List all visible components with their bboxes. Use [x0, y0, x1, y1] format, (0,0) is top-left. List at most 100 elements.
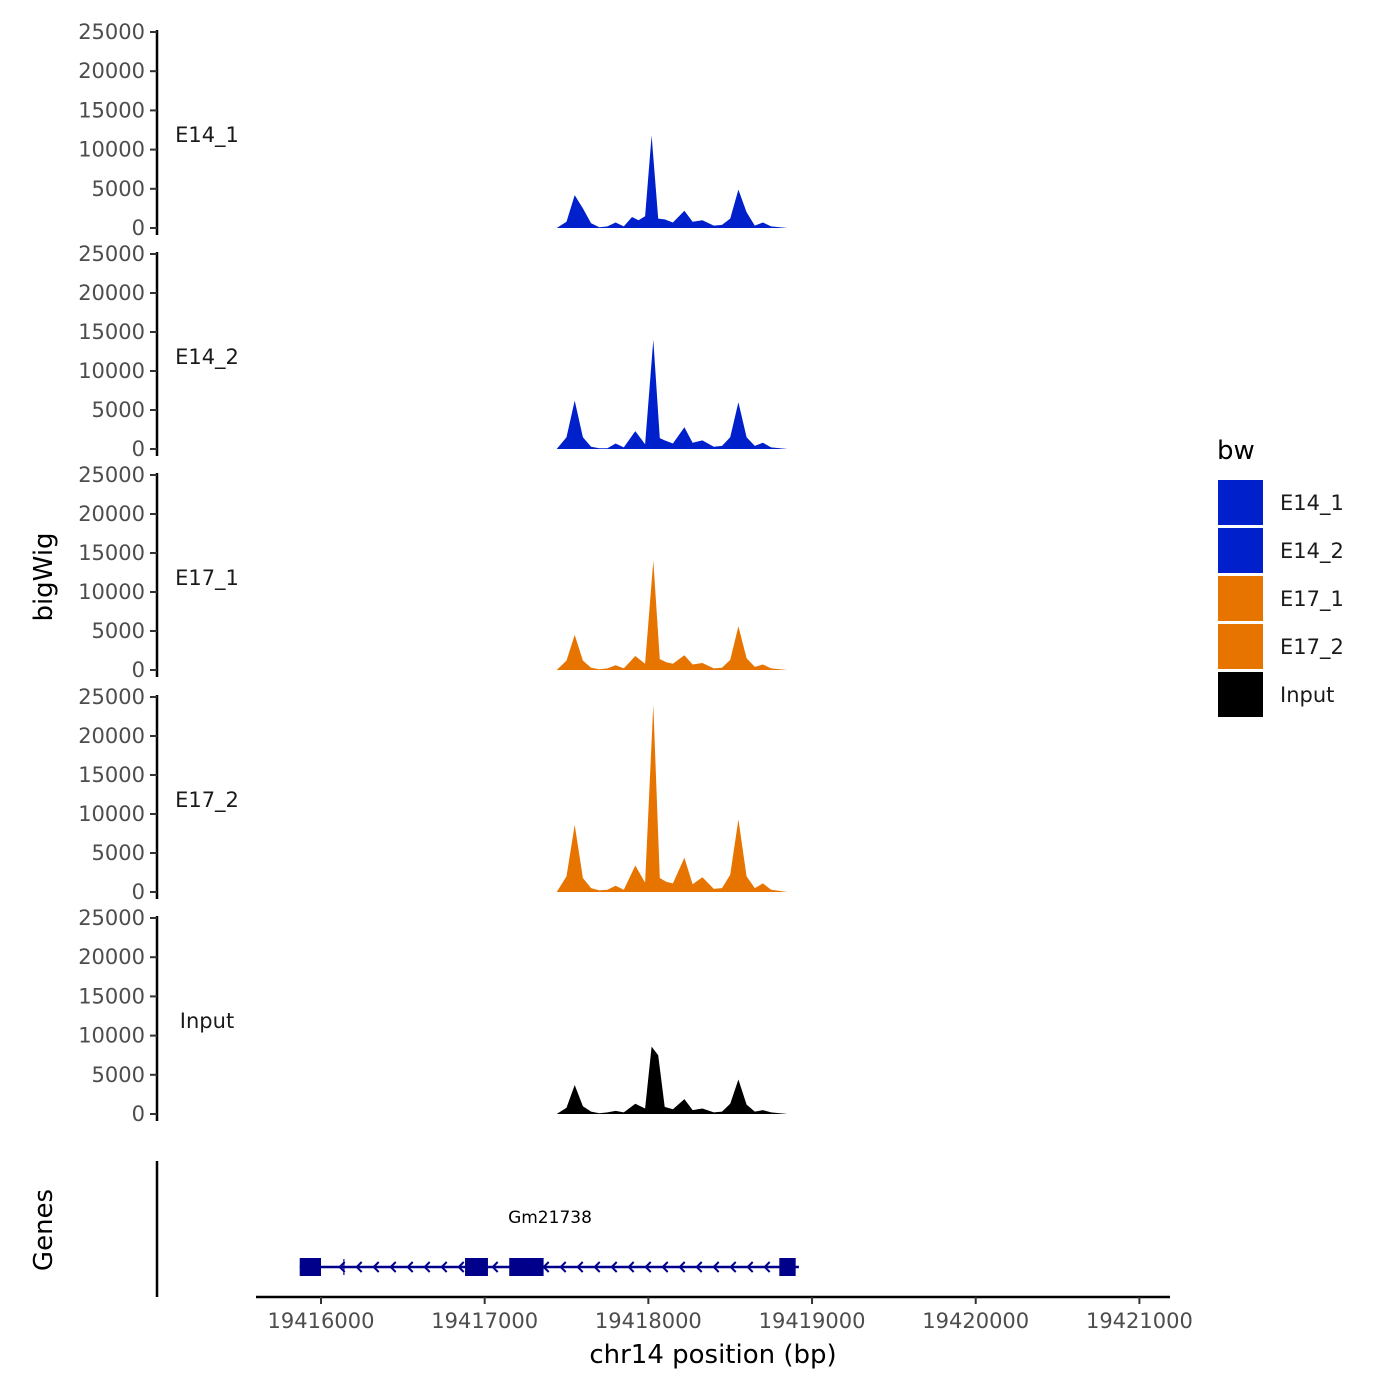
- y-tick-label: 5000: [92, 619, 145, 643]
- x-tick-label: 19416000: [268, 1309, 375, 1333]
- gene-track: Gm21738: [155, 1161, 799, 1297]
- x-tick-label: 19421000: [1086, 1309, 1193, 1333]
- legend-swatch: [1218, 576, 1263, 621]
- strand-arrow: [729, 1261, 737, 1273]
- legend-item: E14_2: [1218, 528, 1344, 573]
- signal-area-input: [556, 1046, 788, 1114]
- strand-arrow: [661, 1261, 669, 1273]
- y-tick-label: 10000: [78, 580, 145, 604]
- strand-arrow: [491, 1261, 499, 1273]
- track-e17_2: 0 5000 10000 15000 20000 25000 E17_2: [78, 685, 788, 904]
- legend-label: E14_1: [1280, 491, 1344, 516]
- y-tick-label: 20000: [78, 724, 145, 748]
- strand-arrow: [576, 1261, 584, 1273]
- y-tick-label: 10000: [78, 138, 145, 162]
- legend-swatch: [1218, 528, 1263, 573]
- legend-label: E17_2: [1280, 635, 1344, 660]
- signal-area-e17_1: [556, 560, 788, 670]
- strand-arrow: [610, 1261, 618, 1273]
- x-tick-label: 19419000: [759, 1309, 866, 1333]
- strand-arrow: [763, 1261, 771, 1273]
- y-tick-label: 5000: [92, 1063, 145, 1087]
- legend-label: Input: [1280, 683, 1334, 707]
- y-tick-label: 20000: [78, 59, 145, 83]
- strand-arrow: [423, 1261, 431, 1273]
- signal-area-e14_2: [556, 339, 788, 449]
- y-tick-label: 25000: [78, 20, 145, 44]
- strand-arrow: [372, 1261, 380, 1273]
- y-axis-title: bigWig: [29, 532, 59, 621]
- x-tick-label: 19417000: [431, 1309, 538, 1333]
- gene-name-label: Gm21738: [508, 1208, 592, 1228]
- y-tick-label: 15000: [78, 320, 145, 344]
- gene-exon: [779, 1258, 796, 1276]
- y-tick-label: 25000: [78, 463, 145, 487]
- legend-item: E17_1: [1218, 576, 1344, 621]
- y-tick-label: 5000: [92, 177, 145, 201]
- strand-arrow: [457, 1261, 465, 1273]
- y-tick-label: 20000: [78, 502, 145, 526]
- track-label: Input: [180, 1009, 234, 1033]
- track-label: E17_2: [175, 788, 239, 813]
- gene-exon: [465, 1258, 488, 1276]
- y-tick-label: 0: [132, 437, 145, 461]
- y-tick-label: 0: [132, 1102, 145, 1126]
- y-tick-label: 5000: [92, 841, 145, 865]
- y-tick-label: 5000: [92, 398, 145, 422]
- y-tick-label: 0: [132, 658, 145, 682]
- x-axis-title: chr14 position (bp): [589, 1340, 836, 1370]
- strand-arrow: [440, 1261, 448, 1273]
- track-label: E17_1: [175, 566, 239, 591]
- strand-arrow: [542, 1261, 550, 1273]
- legend: bw E14_1 E14_2 E17_1 E17_2 Input: [1217, 436, 1344, 717]
- y-tick-label: 25000: [78, 242, 145, 266]
- y-tick-label: 0: [132, 216, 145, 240]
- strand-arrow: [593, 1261, 601, 1273]
- strand-arrow: [355, 1261, 363, 1273]
- track-e17_1: 0 5000 10000 15000 20000 25000 E17_1: [78, 463, 788, 682]
- strand-arrow: [338, 1261, 346, 1273]
- gene-exon: [509, 1258, 544, 1276]
- y-tick-label: 15000: [78, 763, 145, 787]
- y-tick-label: 0: [132, 880, 145, 904]
- x-tick-label: 19418000: [595, 1309, 702, 1333]
- y-tick-label: 20000: [78, 281, 145, 305]
- y-tick-label: 10000: [78, 802, 145, 826]
- strand-arrow: [695, 1261, 703, 1273]
- y-tick-label: 10000: [78, 1024, 145, 1048]
- strand-arrow: [627, 1261, 635, 1273]
- y-tick-label: 20000: [78, 945, 145, 969]
- legend-label: E14_2: [1280, 539, 1344, 564]
- track-label: E14_2: [175, 345, 239, 370]
- strand-arrow: [678, 1261, 686, 1273]
- y-tick-label: 15000: [78, 541, 145, 565]
- track-input: 0 5000 10000 15000 20000 25000 Input: [78, 906, 788, 1126]
- y-tick-label: 15000: [78, 98, 145, 122]
- strand-arrow: [746, 1261, 754, 1273]
- strand-arrow: [644, 1261, 652, 1273]
- legend-item: E14_1: [1218, 480, 1344, 525]
- legend-swatch: [1218, 672, 1263, 717]
- x-tick-label: 19420000: [922, 1309, 1029, 1333]
- strand-arrow: [389, 1261, 397, 1273]
- signal-area-e14_1: [556, 135, 788, 228]
- y-tick-label: 25000: [78, 906, 145, 930]
- strand-arrow: [559, 1261, 567, 1273]
- x-axis: 19416000 19417000 19418000 19419000 19420000…: [256, 1295, 1193, 1333]
- y-tick-label: 10000: [78, 359, 145, 383]
- signal-tracks: 0 5000 10000 15000 20000 25000 E14_1 0 5000 10000…: [78, 20, 788, 1126]
- legend-swatch: [1218, 480, 1263, 525]
- legend-label: E17_1: [1280, 587, 1344, 612]
- legend-swatch: [1218, 624, 1263, 669]
- legend-item: E17_2: [1218, 624, 1344, 669]
- y-tick-label: 15000: [78, 984, 145, 1008]
- track-label: E14_1: [175, 123, 239, 148]
- track-e14_1: 0 5000 10000 15000 20000 25000 E14_1: [78, 20, 788, 240]
- strand-arrow: [712, 1261, 720, 1273]
- signal-area-e17_2: [556, 704, 788, 892]
- legend-item: Input: [1218, 672, 1334, 717]
- legend-title: bw: [1217, 436, 1255, 466]
- track-e14_2: 0 5000 10000 15000 20000 25000 E14_2: [78, 242, 788, 461]
- y-tick-label: 25000: [78, 685, 145, 709]
